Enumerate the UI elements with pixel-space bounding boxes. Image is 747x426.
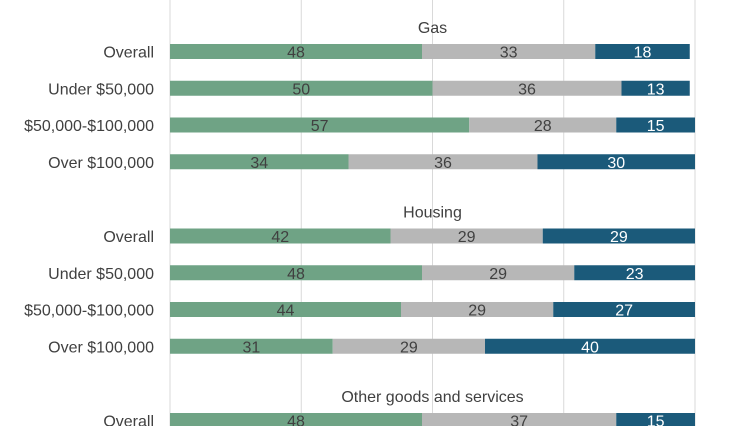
category-label: Overall xyxy=(103,414,154,426)
data-label: 40 xyxy=(581,339,599,356)
data-label: 48 xyxy=(287,45,305,62)
data-label: 50 xyxy=(292,81,310,98)
data-label: 15 xyxy=(647,118,665,135)
bar-segment xyxy=(170,338,333,354)
category-label: Overall xyxy=(103,45,154,62)
gridlines xyxy=(169,0,696,426)
data-label: 34 xyxy=(250,155,268,172)
group-title: Housing xyxy=(403,205,462,222)
category-label: Under $50,000 xyxy=(48,266,154,283)
data-label: 27 xyxy=(615,303,633,320)
bar-segment xyxy=(170,80,433,96)
data-label: 33 xyxy=(500,45,518,62)
data-label: 36 xyxy=(518,81,536,98)
data-label: 29 xyxy=(468,303,486,320)
data-label: 44 xyxy=(277,303,295,320)
category-label: $50,000-$100,000 xyxy=(24,118,154,135)
bar-segment xyxy=(348,154,538,170)
bar-segment xyxy=(621,80,690,96)
bar-segment xyxy=(422,44,596,59)
data-label: 36 xyxy=(434,155,452,172)
category-label: $50,000-$100,000 xyxy=(24,303,154,320)
bar-segment xyxy=(390,228,543,244)
bar-segment xyxy=(485,338,695,354)
data-label: 29 xyxy=(489,266,507,283)
bar-segment xyxy=(432,80,622,96)
category-label: Over $100,000 xyxy=(48,339,154,356)
data-label: 28 xyxy=(534,118,552,135)
bar-segment xyxy=(170,117,470,133)
data-label: 29 xyxy=(610,229,628,246)
bar-segment xyxy=(574,265,695,281)
category-label: Overall xyxy=(103,229,154,246)
data-label: 13 xyxy=(647,81,665,98)
data-label: 48 xyxy=(287,414,305,426)
bar-segment xyxy=(542,228,695,244)
bar-segment xyxy=(616,413,695,426)
data-label: 42 xyxy=(271,229,289,246)
bar-segment xyxy=(170,413,422,426)
bar-segment xyxy=(595,44,690,59)
data-label: 18 xyxy=(634,45,652,62)
category-label: Under $50,000 xyxy=(48,81,154,98)
bar-segment xyxy=(553,302,695,317)
bar-segment xyxy=(170,228,391,244)
chart-marks: Gas Overall 48 33 18 Under $50,000 50 36 13 $50,0… xyxy=(24,20,695,426)
group-title: Gas xyxy=(418,20,447,37)
data-label: 15 xyxy=(647,414,665,426)
bar-segment xyxy=(469,117,617,133)
category-label: Over $100,000 xyxy=(48,155,154,172)
data-label: 48 xyxy=(287,266,305,283)
data-label: 31 xyxy=(242,339,260,356)
bar-segment xyxy=(422,413,617,426)
data-label: 29 xyxy=(458,229,476,246)
data-label: 37 xyxy=(510,414,528,426)
data-label: 57 xyxy=(311,118,329,135)
bar-segment xyxy=(332,338,485,354)
group-title: Other goods and services xyxy=(341,389,523,406)
bar-segment xyxy=(401,302,554,317)
bar-segment xyxy=(170,44,422,59)
bar-segment xyxy=(422,265,575,281)
bar-segment xyxy=(170,265,422,281)
bar-segment xyxy=(170,302,401,317)
data-label: 30 xyxy=(607,155,625,172)
bar-segment xyxy=(170,154,349,170)
data-label: 29 xyxy=(400,339,418,356)
data-label: 23 xyxy=(626,266,644,283)
bar-segment xyxy=(537,154,695,170)
bar-segment xyxy=(616,117,695,133)
